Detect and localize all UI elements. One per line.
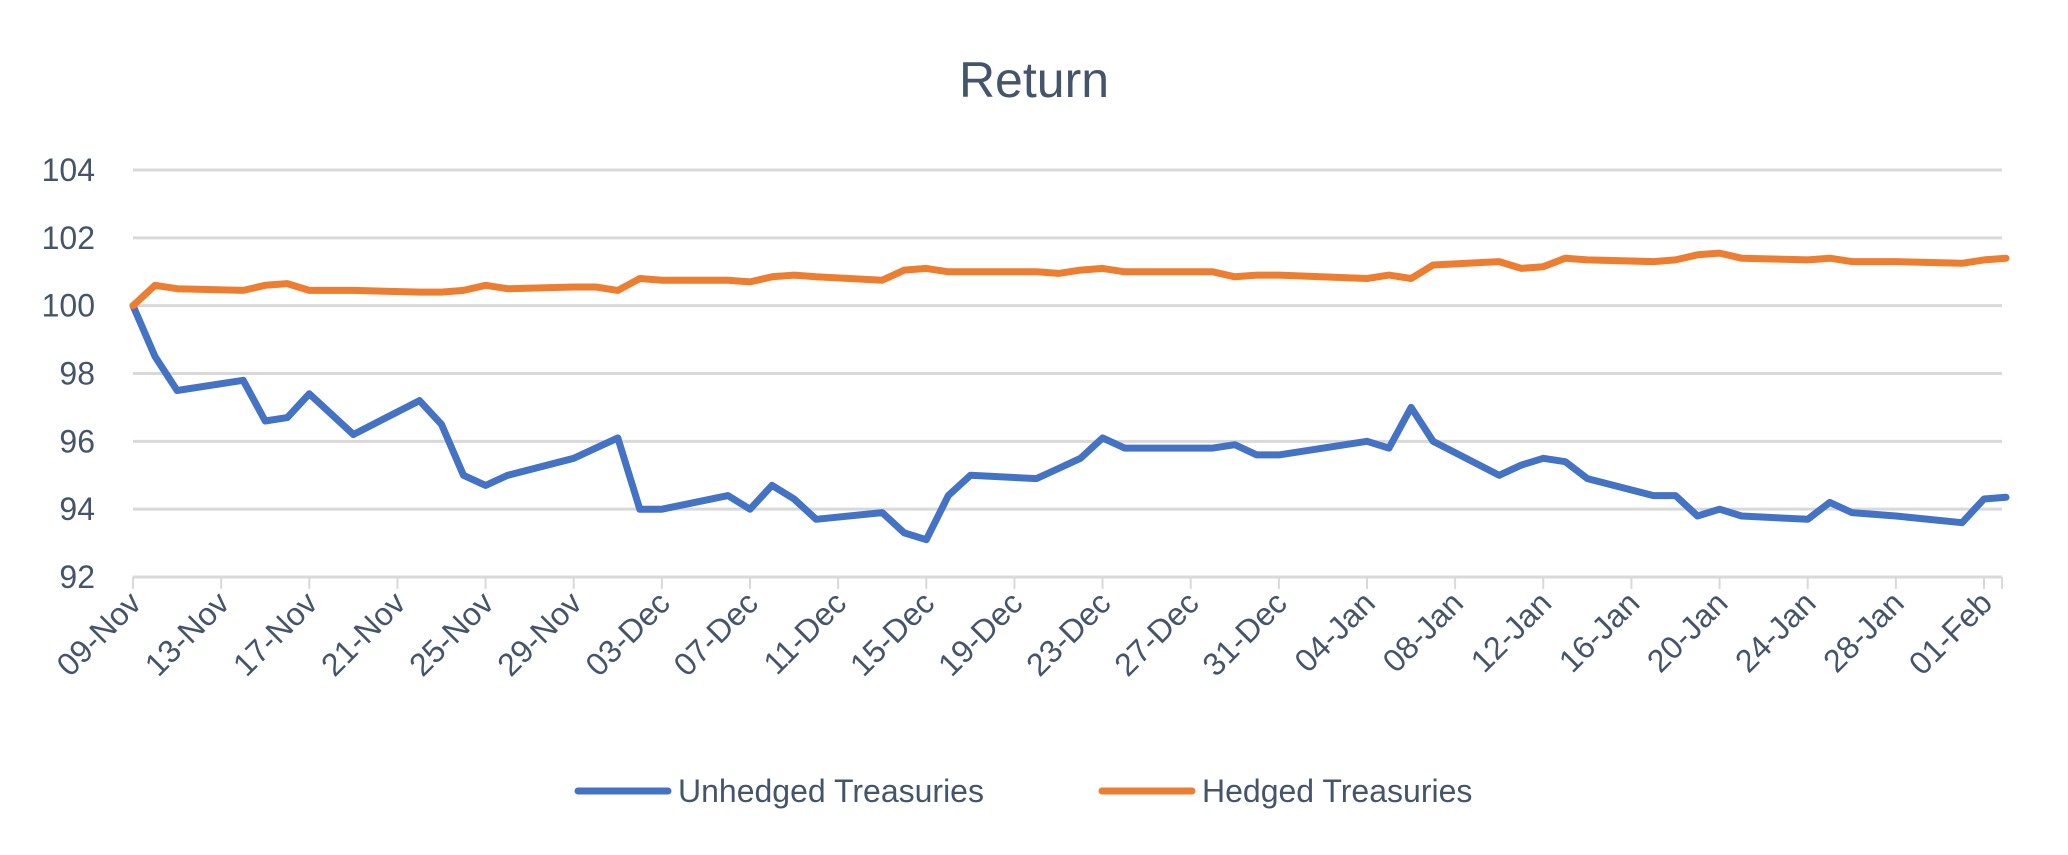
y-axis-ticks: 92 94 96 98 100 102 104 bbox=[42, 152, 95, 595]
x-tick-label: 29-Nov bbox=[490, 584, 588, 682]
legend-label: Hedged Treasuries bbox=[1202, 773, 1472, 809]
x-tick-label: 19-Dec bbox=[931, 584, 1029, 682]
series-lines bbox=[129, 249, 2010, 544]
series-line-unhedged bbox=[129, 302, 2010, 544]
x-tick-label: 21-Nov bbox=[314, 584, 412, 682]
y-tick-label: 104 bbox=[42, 152, 95, 188]
x-tick-label: 04-Jan bbox=[1287, 584, 1382, 679]
y-tick-label: 98 bbox=[59, 356, 95, 392]
x-tick-label: 17-Nov bbox=[226, 584, 324, 682]
x-tick-label: 31-Dec bbox=[1195, 584, 1293, 682]
legend-label: Unhedged Treasuries bbox=[678, 773, 984, 809]
x-tick-label: 20-Jan bbox=[1640, 584, 1735, 679]
x-tick-label: 27-Dec bbox=[1107, 584, 1205, 682]
x-axis-ticks: 09-Nov13-Nov17-Nov21-Nov25-Nov29-Nov03-D… bbox=[50, 577, 2003, 683]
x-tick-label: 01-Feb bbox=[1902, 584, 1999, 681]
x-tick-label: 16-Jan bbox=[1552, 584, 1647, 679]
x-tick-label: 08-Jan bbox=[1375, 584, 1470, 679]
x-tick-label: 11-Dec bbox=[756, 584, 853, 681]
x-tick-label: 23-Dec bbox=[1019, 584, 1117, 682]
x-tick-label: 28-Jan bbox=[1816, 584, 1911, 679]
y-tick-label: 92 bbox=[59, 559, 95, 595]
legend: Unhedged Treasuries Hedged Treasuries bbox=[574, 773, 1472, 809]
x-tick-label: 15-Dec bbox=[843, 584, 941, 682]
x-tick-label: 24-Jan bbox=[1728, 584, 1823, 679]
y-tick-label: 94 bbox=[59, 491, 95, 527]
x-tick-label: 12-Jan bbox=[1464, 584, 1559, 679]
x-tick-label: 25-Nov bbox=[402, 584, 500, 682]
y-tick-label: 96 bbox=[59, 423, 95, 459]
x-tick-label: 07-Dec bbox=[667, 584, 765, 682]
gridlines bbox=[133, 168, 2002, 579]
x-tick-label: 03-Dec bbox=[578, 584, 676, 682]
x-tick-label: 13-Nov bbox=[138, 584, 236, 682]
y-tick-label: 100 bbox=[42, 288, 95, 324]
chart-title: Return bbox=[959, 52, 1109, 108]
y-tick-label: 102 bbox=[42, 220, 95, 256]
series-line-hedged bbox=[129, 249, 2010, 310]
x-tick-label: 09-Nov bbox=[50, 584, 148, 682]
